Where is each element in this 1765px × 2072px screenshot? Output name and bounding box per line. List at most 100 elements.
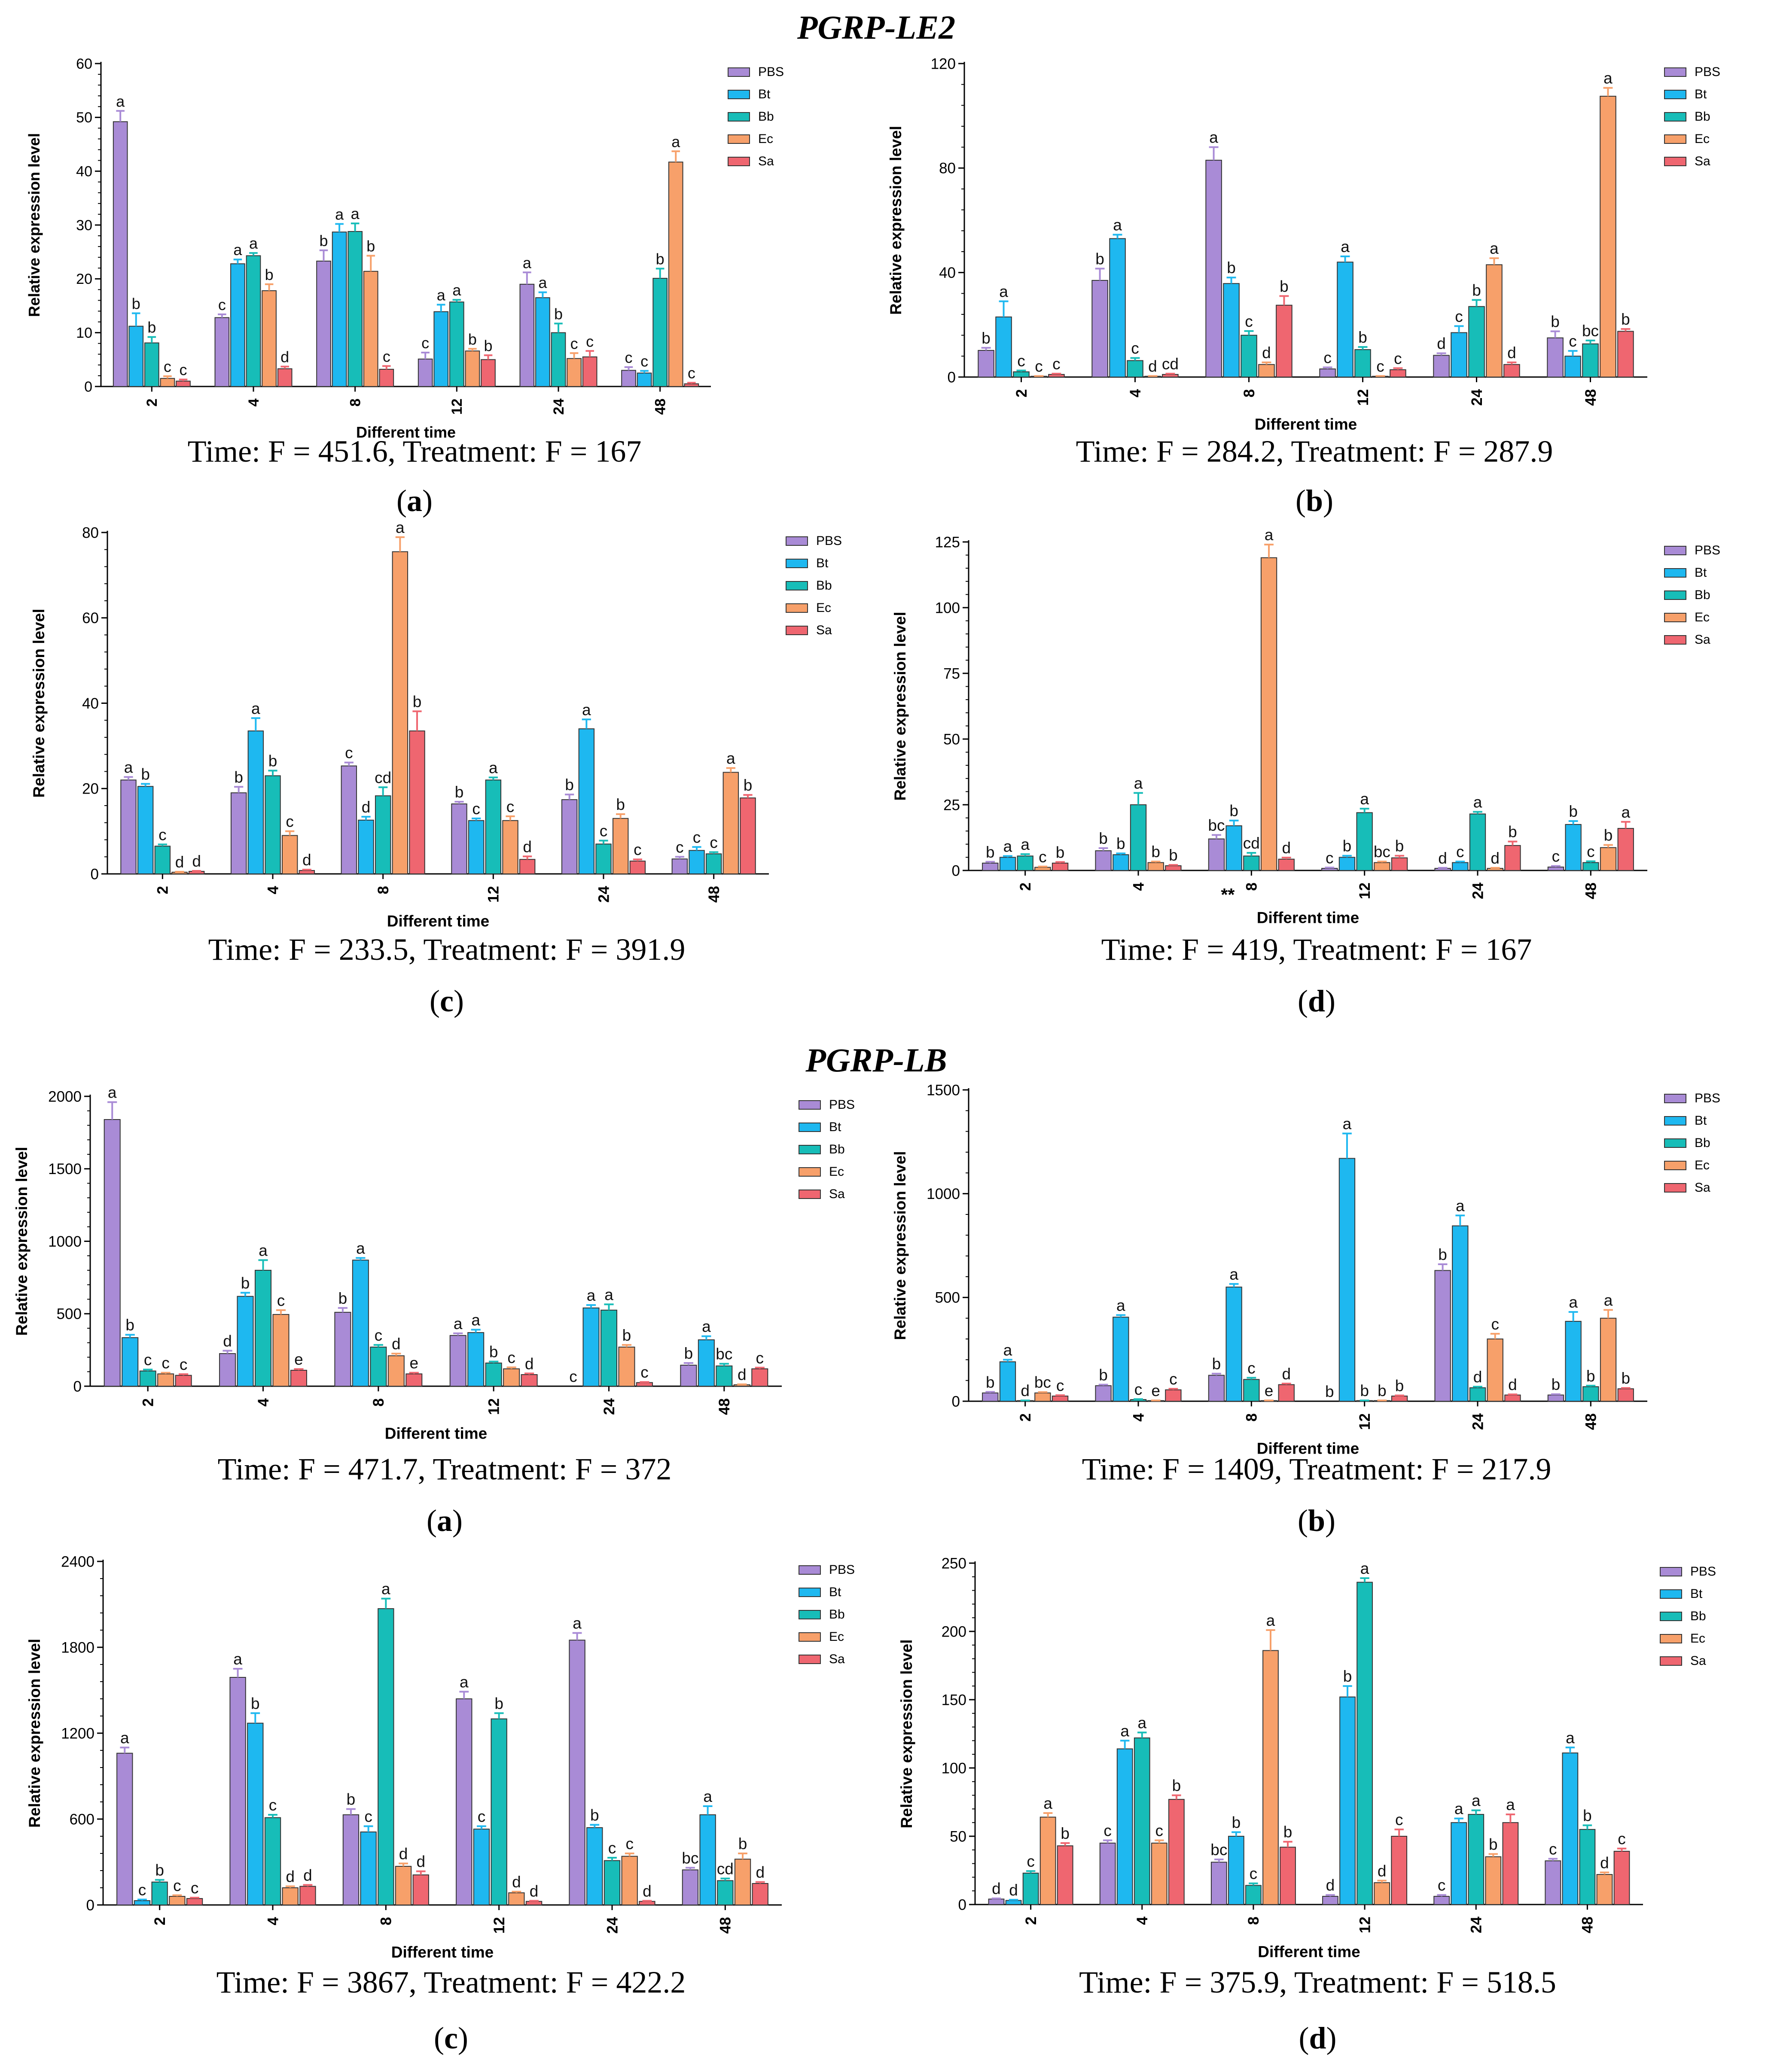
- y-tick-label: 1800: [61, 1639, 94, 1656]
- bar-bt-12h: [468, 820, 485, 874]
- significance-letter: a: [999, 283, 1008, 301]
- bar-sa-12h: [1391, 1395, 1408, 1402]
- bar-sa-48h: [684, 383, 699, 387]
- significance-letter: b: [1583, 1807, 1592, 1825]
- x-tick-label: 24: [595, 885, 612, 902]
- x-tick-label: 4: [265, 885, 281, 894]
- significance-letter: e: [409, 1354, 418, 1372]
- significance-letter: a: [573, 1615, 582, 1632]
- bar-bt-48h: [698, 1339, 715, 1387]
- y-tick-label: 20: [76, 271, 92, 287]
- significance-letter: a: [335, 205, 344, 223]
- x-tick-label: 4: [1130, 1413, 1147, 1421]
- bar-ec-48h: [722, 772, 739, 875]
- significance-letter: a: [1490, 240, 1499, 257]
- bar-bb-8h: [1243, 855, 1260, 871]
- significance-letter: c: [1039, 848, 1047, 866]
- significance-letter: a: [587, 1287, 596, 1304]
- panel-letter: (d): [1298, 984, 1335, 1018]
- significance-letter: b: [241, 1274, 250, 1292]
- significance-letter: c: [625, 1835, 634, 1853]
- y-tick-label: 1500: [927, 1082, 960, 1098]
- bar-pbs-2h: [988, 1899, 1005, 1905]
- significance-letter: bc: [1374, 843, 1390, 861]
- x-tick-label: 48: [1583, 1413, 1600, 1430]
- significance-letter: a: [1341, 238, 1350, 256]
- bar-pbs-4h: [229, 1677, 246, 1905]
- bar-sa-12h: [1391, 1836, 1408, 1905]
- significance-letter: d: [512, 1873, 521, 1891]
- bar-pbs-48h: [682, 1869, 699, 1906]
- significance-letter: c: [600, 822, 608, 840]
- significance-letter: c: [570, 335, 578, 352]
- significance-letter: d: [530, 1882, 539, 1900]
- significance-letter: b: [1438, 1246, 1447, 1263]
- bar-bt-4h: [247, 730, 264, 874]
- bar-sa-2h: [1052, 862, 1069, 871]
- significance-letter: a: [1043, 1795, 1052, 1812]
- bar-sa-4h: [290, 1369, 307, 1387]
- significance-letter: b: [1621, 1369, 1630, 1387]
- y-tick-label: 0: [948, 369, 956, 386]
- bar-ec-8h: [395, 1866, 412, 1905]
- x-tick-label: 8: [1244, 1413, 1260, 1421]
- significance-letter: c: [383, 347, 390, 365]
- x-tick-label: 48: [706, 886, 722, 903]
- significance-letter: c: [364, 1808, 372, 1826]
- significance-letter: c: [1323, 349, 1332, 366]
- bar-bb-4h: [246, 255, 261, 387]
- legend-swatch-bb: [728, 112, 750, 122]
- bar-bb-24h: [600, 1309, 618, 1387]
- bar-bt-2h: [122, 1337, 139, 1387]
- significance-letter: d: [1437, 335, 1446, 353]
- significance-letter: c: [569, 1368, 577, 1385]
- legend-label-bt: Bt: [1690, 1587, 1703, 1601]
- significance-letter: b: [1552, 1376, 1561, 1394]
- y-tick-label: 0: [952, 862, 960, 879]
- legend-swatch-bt: [728, 90, 750, 99]
- y-tick-label: 25: [943, 797, 960, 813]
- y-tick-label: 500: [935, 1290, 960, 1306]
- significance-letter: a: [702, 1318, 711, 1336]
- x-tick-label: 8: [1244, 882, 1260, 891]
- chart-panel-pgrp-lb-d: 0 50 100 150 200 250 Relative expression level…: [898, 1555, 1716, 2055]
- significance-letter: a: [1569, 1293, 1578, 1311]
- x-tick-label: 48: [716, 1398, 733, 1415]
- legend-label-pbs: PBS: [1695, 65, 1720, 79]
- significance-letter: b: [744, 776, 753, 794]
- bar-bb-24h: [1469, 1387, 1486, 1402]
- bar-bb-48h: [717, 1880, 734, 1906]
- bar-bt-8h: [1223, 283, 1240, 378]
- significance-letter: b: [1280, 277, 1289, 295]
- legend-label-ec: Ec: [829, 1165, 844, 1179]
- legend-swatch-bt: [786, 559, 808, 568]
- significance-letter: b: [1056, 843, 1065, 861]
- legend-label-bt: Bt: [758, 87, 771, 101]
- significance-letter: a: [1621, 803, 1630, 821]
- significance-letter: b: [234, 768, 243, 786]
- legend-label-bb: Bb: [1695, 110, 1710, 124]
- bar-bt-24h: [582, 1307, 600, 1387]
- x-axis-label: Different time: [356, 423, 456, 441]
- panel-letter: (b): [1296, 484, 1333, 518]
- bar-pbs-24h: [569, 1640, 585, 1905]
- significance-letter: b: [1378, 1382, 1387, 1400]
- significance-letter: b: [1360, 1382, 1369, 1400]
- bar-ec-48h: [734, 1859, 751, 1906]
- bar-sa-24h: [1502, 1822, 1519, 1905]
- legend-label-ec: Ec: [829, 1630, 844, 1644]
- significance-letter: a: [1134, 774, 1143, 792]
- x-tick-label: 4: [246, 399, 262, 407]
- significance-letter: c: [277, 1292, 285, 1309]
- bar-ec-24h: [612, 818, 629, 874]
- significance-letter: c: [1394, 350, 1402, 367]
- legend-label-sa: Sa: [829, 1187, 845, 1201]
- significance-letter: d: [756, 1864, 765, 1881]
- bar-bt-48h: [1564, 356, 1581, 377]
- bar-bt-24h: [586, 1827, 603, 1905]
- significance-letter: a: [1456, 1197, 1465, 1214]
- bar-ec-12h: [1374, 862, 1390, 871]
- bar-bb-48h: [716, 1365, 733, 1387]
